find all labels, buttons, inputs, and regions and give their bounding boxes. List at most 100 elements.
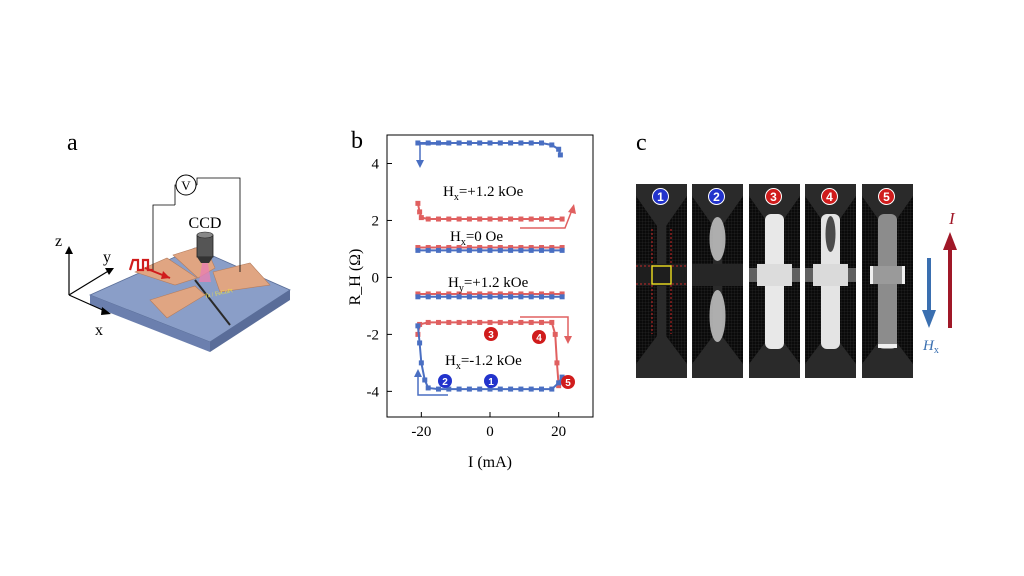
data-point: [477, 140, 483, 146]
contact-pad-bottom: [149, 285, 206, 319]
data-point: [556, 146, 562, 152]
data-point: [559, 291, 565, 297]
voltmeter-wire-right: [196, 177, 241, 272]
data-point: [552, 331, 558, 337]
data-point: [518, 216, 524, 222]
data-point: [422, 377, 428, 383]
data-point: [425, 247, 431, 253]
data-point: [436, 247, 441, 253]
data-point: [539, 140, 544, 146]
data-point: [415, 245, 421, 251]
data-point: [528, 140, 534, 146]
data-point: [446, 294, 452, 300]
data-point: [425, 385, 431, 391]
voltmeter: [175, 174, 197, 196]
annotation-hx-neg: Hx=-1.2 kOe: [445, 353, 522, 372]
annotation-hx-zero: Hx=0 Oe: [450, 229, 503, 248]
marker-5: 5: [561, 375, 575, 389]
data-point: [508, 140, 514, 146]
data-point: [477, 245, 483, 251]
svg-text:5: 5: [565, 378, 571, 389]
axis-y: [68, 269, 111, 296]
panel-b-label: b: [351, 128, 363, 154]
panel-a-label: a: [67, 130, 78, 156]
data-point: [418, 360, 424, 366]
data-point: [415, 323, 421, 329]
svg-text:2: 2: [442, 377, 448, 388]
data-point: [556, 380, 562, 386]
data-point: [418, 215, 424, 221]
guide-arrowhead-top-left: [416, 160, 424, 168]
data-point: [559, 247, 565, 253]
data-point: [508, 245, 514, 251]
micrograph-1: 1: [636, 184, 687, 378]
data-point: [477, 319, 483, 325]
guide-arrow-top-left: [419, 143, 448, 162]
data-point: [436, 294, 441, 300]
marker-4: 4: [532, 330, 546, 344]
axis-y-arrowhead: [105, 268, 114, 275]
data-point: [456, 294, 462, 300]
current-arrow-label: I: [948, 209, 956, 228]
x-axis-label: I (mA): [468, 454, 512, 471]
micrograph-2: 2: [692, 184, 743, 378]
data-point: [436, 216, 441, 222]
data-point: [436, 291, 441, 297]
field-arrow-label: Hx: [922, 338, 939, 356]
data-point: [528, 319, 534, 325]
data-point: [446, 291, 452, 297]
data-point: [487, 294, 493, 300]
axis-y-label: y: [103, 249, 111, 266]
data-point: [508, 247, 514, 253]
data-point: [518, 140, 524, 146]
data-point: [549, 319, 555, 325]
data-point: [446, 247, 452, 253]
data-point: [497, 386, 503, 392]
x-tick-label: -20: [411, 424, 431, 440]
data-point: [557, 152, 563, 158]
data-point: [497, 245, 503, 251]
data-point: [508, 216, 514, 222]
data-point: [508, 386, 514, 392]
data-point: [456, 216, 462, 222]
data-point: [487, 386, 493, 392]
data-point: [456, 245, 462, 251]
data-point: [497, 216, 503, 222]
data-point: [415, 291, 421, 297]
data-point: [508, 291, 514, 297]
data-point: [417, 340, 423, 346]
data-point: [466, 386, 472, 392]
data-point: [417, 209, 423, 215]
data-point: [456, 140, 462, 146]
guide-arrowhead-bottom-left: [414, 369, 422, 377]
data-point: [559, 245, 565, 251]
micrograph-5-badge: 5: [878, 188, 895, 205]
data-point: [436, 245, 441, 251]
data-point: [497, 291, 503, 297]
data-point: [415, 200, 421, 206]
micrograph-3-badge: 3: [765, 188, 782, 205]
data-point: [466, 140, 472, 146]
y-tick-label: -2: [367, 327, 380, 343]
data-point: [425, 216, 431, 222]
x-tick-label: 20: [551, 424, 566, 440]
y-tick-label: 4: [372, 156, 380, 172]
data-point: [456, 386, 462, 392]
data-point: [466, 247, 472, 253]
data-point: [549, 386, 555, 392]
data-point: [539, 247, 544, 253]
data-point: [415, 247, 421, 253]
data-point: [487, 291, 493, 297]
data-point: [528, 247, 534, 253]
device-text: Ta / FeCoPt: [204, 288, 234, 300]
data-point: [528, 216, 534, 222]
data-point: [497, 319, 503, 325]
data-point: [477, 247, 483, 253]
voltmeter-label: V: [181, 178, 191, 193]
micrograph-1-badge: 1: [652, 188, 669, 205]
data-point: [539, 216, 544, 222]
data-point: [518, 245, 524, 251]
data-point: [528, 245, 534, 251]
guide-arrow-bottom-left: [417, 375, 448, 396]
